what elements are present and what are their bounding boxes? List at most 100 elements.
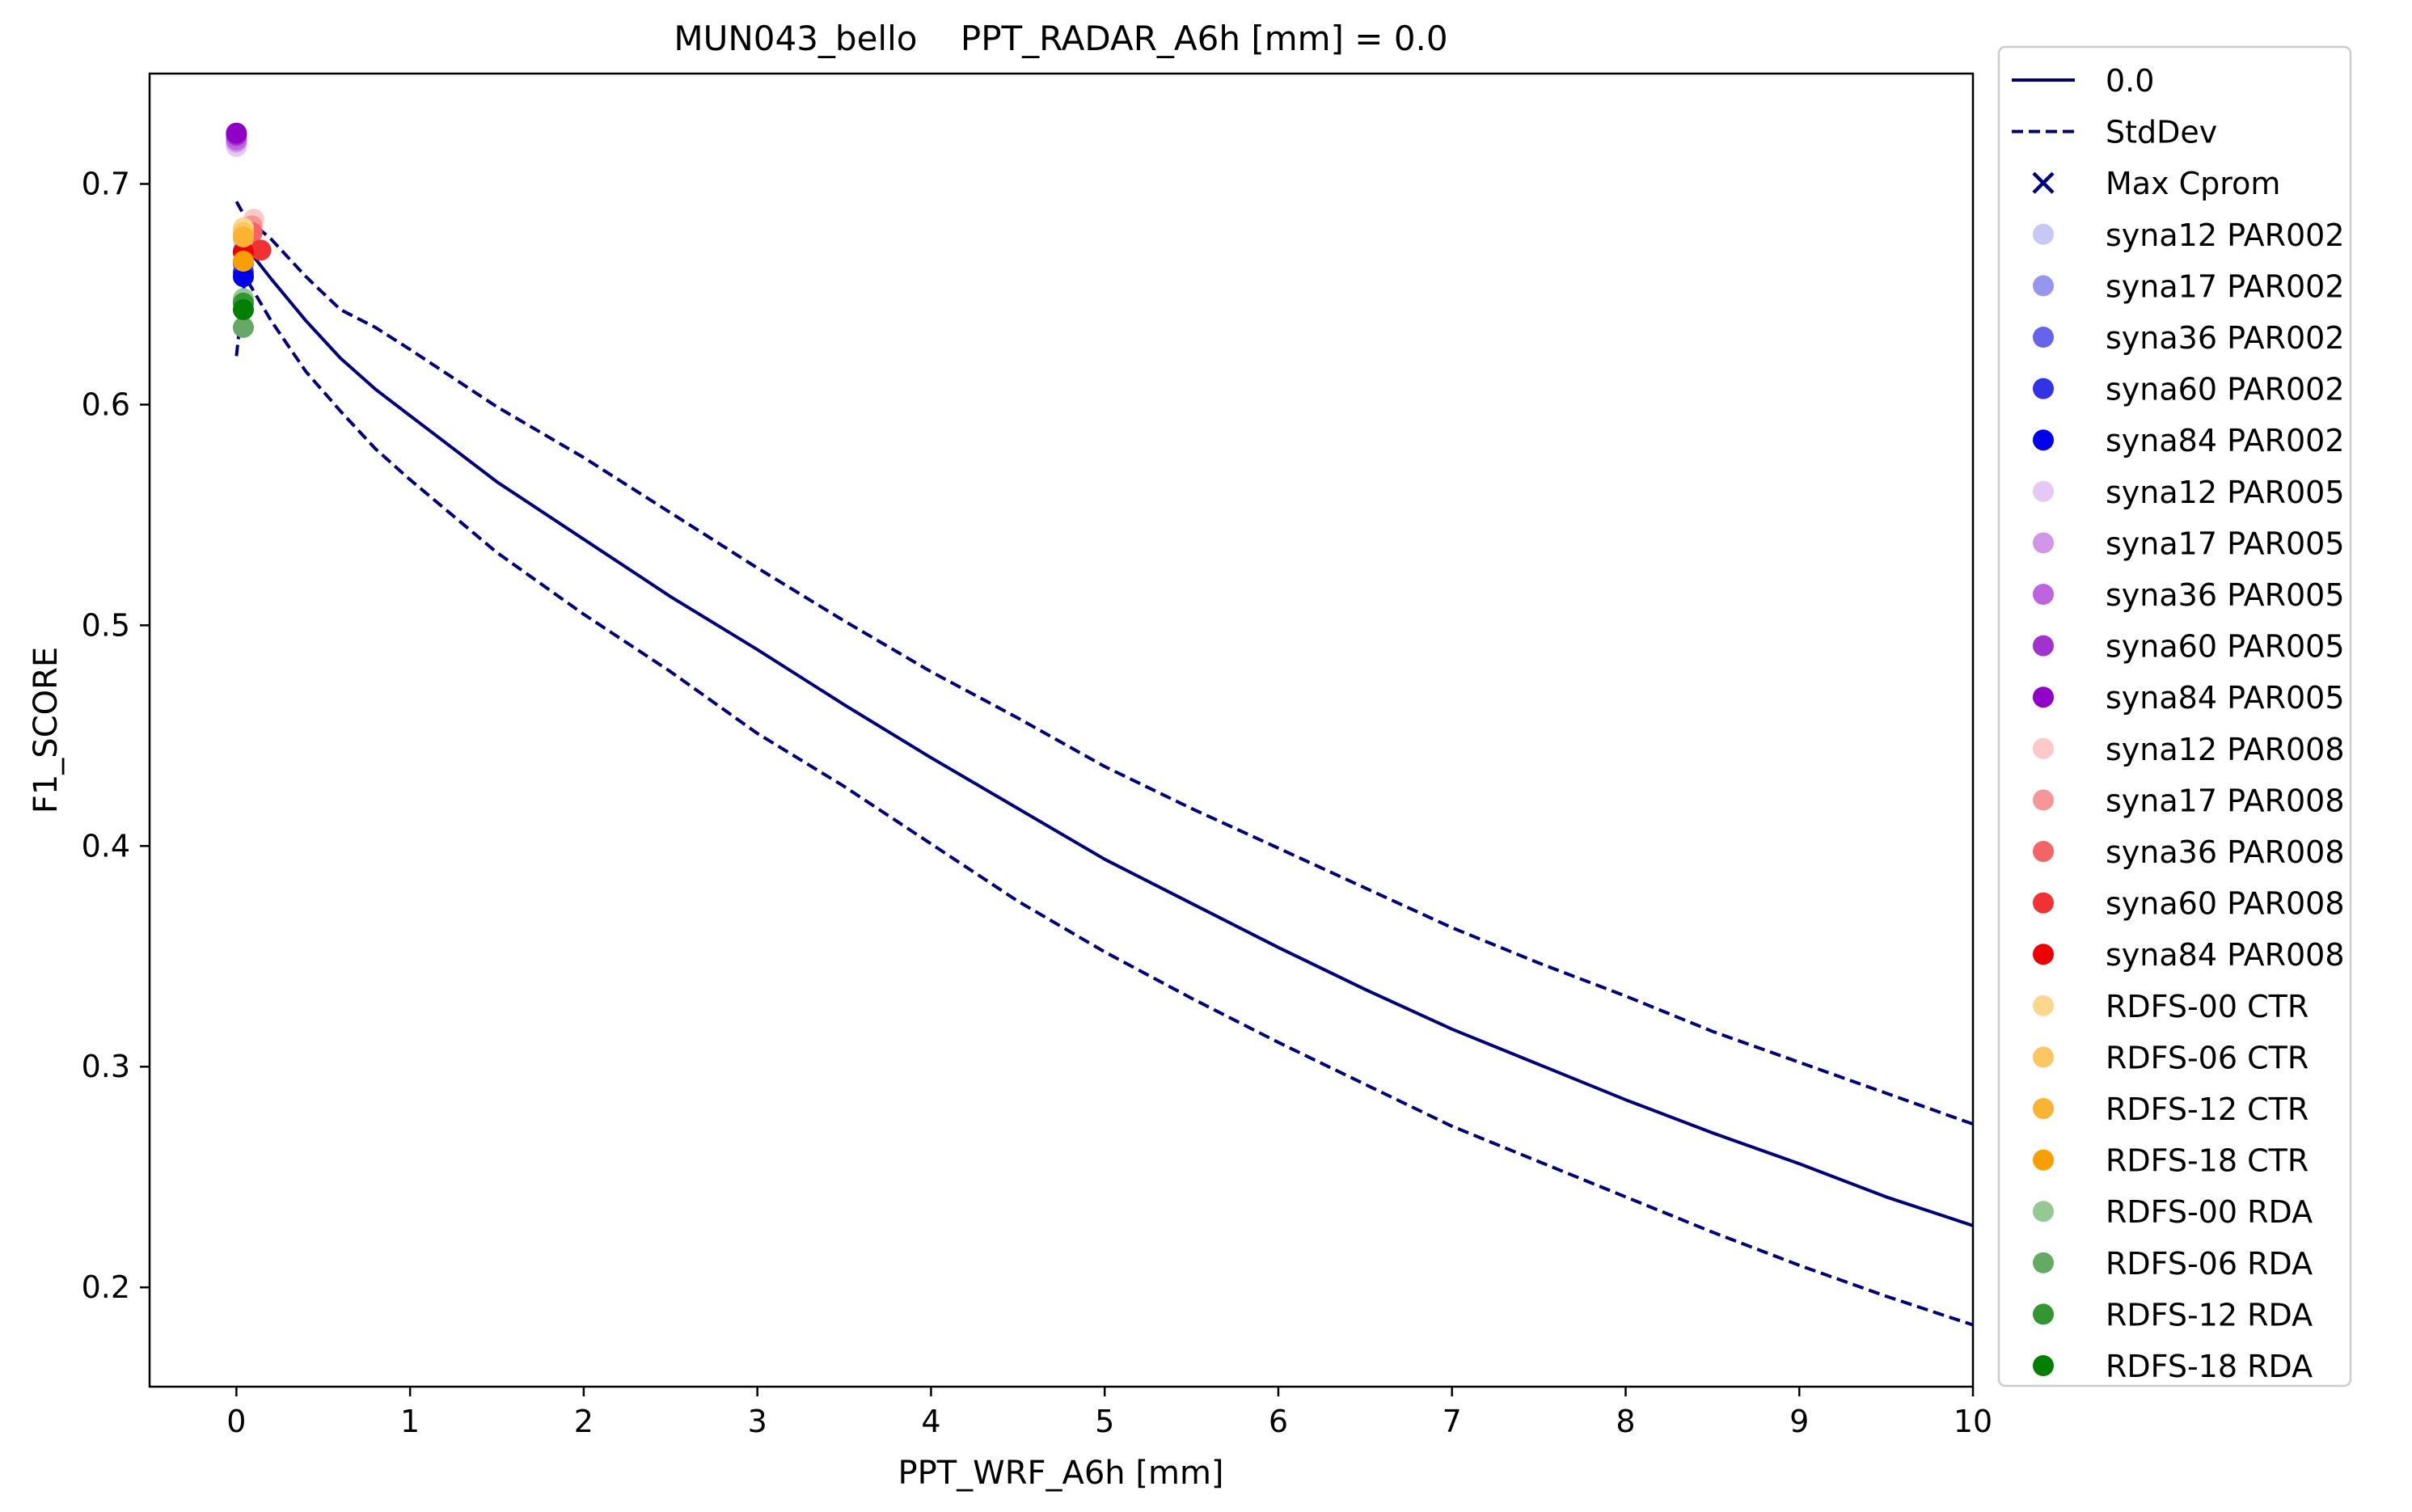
legend-label: RDFS-06 CTR [2106, 1040, 2309, 1075]
legend-item: RDFS-12 CTR [2033, 1092, 2309, 1127]
legend-label: RDFS-18 CTR [2106, 1143, 2309, 1179]
legend-item: syna36 PAR005 [2033, 577, 2345, 613]
legend-dot-marker [2033, 584, 2054, 605]
legend-label: syna60 PAR005 [2106, 629, 2345, 665]
x-tick-label: 7 [1443, 1404, 1462, 1439]
legend-dot-marker [2033, 275, 2054, 297]
data-point-rdfs-18-ctr [232, 251, 254, 272]
legend-item: RDFS-00 CTR [2033, 989, 2309, 1024]
legend-label: syna12 PAR008 [2106, 732, 2345, 767]
legend-item: RDFS-18 CTR [2033, 1143, 2309, 1179]
legend-dot-marker [2033, 532, 2054, 554]
legend-item: syna12 PAR008 [2033, 732, 2345, 767]
y-axis-label: F1_SCORE [27, 647, 65, 813]
x-tick-label: 8 [1616, 1404, 1635, 1439]
x-tick-label: 4 [921, 1404, 940, 1439]
legend-dot-marker [2033, 944, 2054, 965]
y-tick-label: 0.6 [82, 386, 130, 422]
legend-item: syna60 PAR002 [2033, 372, 2345, 408]
legend-label: 0.0 [2106, 63, 2154, 99]
legend-cross-marker [2032, 171, 2055, 194]
legend-dot-marker [2033, 789, 2054, 811]
legend-dot-marker [2033, 480, 2054, 502]
x-tick-label: 1 [400, 1404, 420, 1439]
legend-item: RDFS-06 RDA [2033, 1246, 2313, 1282]
x-tick-label: 0 [226, 1404, 246, 1439]
mean-line [234, 243, 1973, 1227]
y-tick-label: 0.4 [82, 828, 130, 864]
legend-dot-marker [2033, 1046, 2054, 1068]
legend-dot-marker [2033, 1252, 2054, 1273]
legend-label: syna84 PAR002 [2106, 423, 2345, 458]
y-tick-label: 0.2 [82, 1269, 130, 1305]
legend-item: syna36 PAR008 [2033, 834, 2345, 870]
legend-item: StdDev [2012, 115, 2217, 150]
legend-item: syna12 PAR002 [2033, 218, 2345, 253]
legend-dot-marker [2033, 737, 2054, 759]
legend-item: 0.0 [2012, 63, 2154, 99]
legend-item: syna17 PAR005 [2033, 526, 2345, 561]
x-tick-label: 9 [1789, 1404, 1809, 1439]
legend-label: syna12 PAR002 [2106, 218, 2345, 253]
legend-label: syna84 PAR008 [2106, 937, 2345, 973]
chart-title: MUN043_bello PPT_RADAR_A6h [mm] = 0.0 [674, 19, 1447, 58]
legend-dot-marker [2033, 1149, 2054, 1171]
legend-dot-marker [2033, 841, 2054, 862]
data-point-rdfs-12-ctr [232, 226, 254, 247]
legend-item: RDFS-12 RDA [2033, 1297, 2313, 1333]
legend-label: RDFS-00 CTR [2106, 989, 2309, 1024]
legend-item: syna60 PAR008 [2033, 886, 2345, 922]
y-tick-label: 0.3 [82, 1049, 130, 1084]
legend-item: syna36 PAR002 [2033, 320, 2345, 356]
legend-item: Max Cprom [2032, 166, 2280, 201]
data-point-syna84-par002 [232, 266, 254, 288]
legend-label: RDFS-12 RDA [2106, 1297, 2313, 1333]
legend-item: syna17 PAR008 [2033, 783, 2345, 818]
legend-label: RDFS-06 RDA [2106, 1246, 2313, 1282]
x-axis-label: PPT_WRF_A6h [mm] [898, 1455, 1223, 1492]
stddev-line-2 [234, 275, 1973, 1327]
legend-dot-marker [2033, 995, 2054, 1016]
legend-dot-marker [2033, 378, 2054, 399]
legend-dot-marker [2033, 892, 2054, 914]
x-tick-label: 6 [1269, 1404, 1288, 1439]
y-tick-label: 0.5 [82, 607, 130, 643]
legend-item: syna17 PAR002 [2033, 268, 2345, 304]
legend-dot-marker [2033, 635, 2054, 657]
x-tick-label: 3 [748, 1404, 767, 1439]
legend-box [1997, 45, 2352, 1387]
legend-dot-marker [2033, 1355, 2054, 1376]
legend-label: syna84 PAR005 [2106, 680, 2345, 716]
legend-item: RDFS-18 RDA [2033, 1349, 2313, 1384]
legend-dot-marker [2033, 327, 2054, 348]
legend-label: syna36 PAR008 [2106, 834, 2345, 870]
legend-label: Max Cprom [2106, 166, 2280, 201]
series-layer [234, 201, 1973, 1327]
data-point-syna60-par008 [250, 239, 272, 261]
legend-item: syna60 PAR005 [2033, 629, 2345, 665]
y-tick-label: 0.7 [82, 166, 130, 201]
data-point-syna84-par005 [226, 122, 247, 144]
x-tick-label: 5 [1095, 1404, 1114, 1439]
x-tick-label: 10 [1954, 1404, 1992, 1439]
points-layer [226, 122, 272, 338]
data-point-rdfs-18-rda [232, 299, 254, 321]
legend-item: syna84 PAR008 [2033, 937, 2345, 973]
x-tick-label: 2 [574, 1404, 593, 1439]
legend-label: syna36 PAR002 [2106, 320, 2345, 356]
legend-dot-marker [2033, 223, 2054, 245]
legend-item: RDFS-00 RDA [2033, 1194, 2313, 1230]
legend-label: StdDev [2106, 115, 2217, 150]
plot-area-frame [148, 72, 1975, 1388]
legend: 0.0 StdDev Max Cprom syna12 PAR002 syna17 PA… [1997, 45, 2352, 1387]
legend-dot-marker [2033, 429, 2054, 451]
x-axis: 0 1 2 3 4 5 6 7 8 9 10 [226, 1387, 1992, 1439]
legend-label: syna17 PAR002 [2106, 268, 2345, 304]
legend-dot-marker [2033, 1098, 2054, 1119]
legend-label: syna60 PAR008 [2106, 886, 2345, 922]
legend-item: RDFS-06 CTR [2033, 1040, 2309, 1075]
y-axis: 0.2 0.3 0.4 0.5 0.6 0.7 [82, 166, 150, 1305]
legend-dot-marker [2033, 1201, 2054, 1223]
legend-label: RDFS-18 RDA [2106, 1349, 2313, 1384]
